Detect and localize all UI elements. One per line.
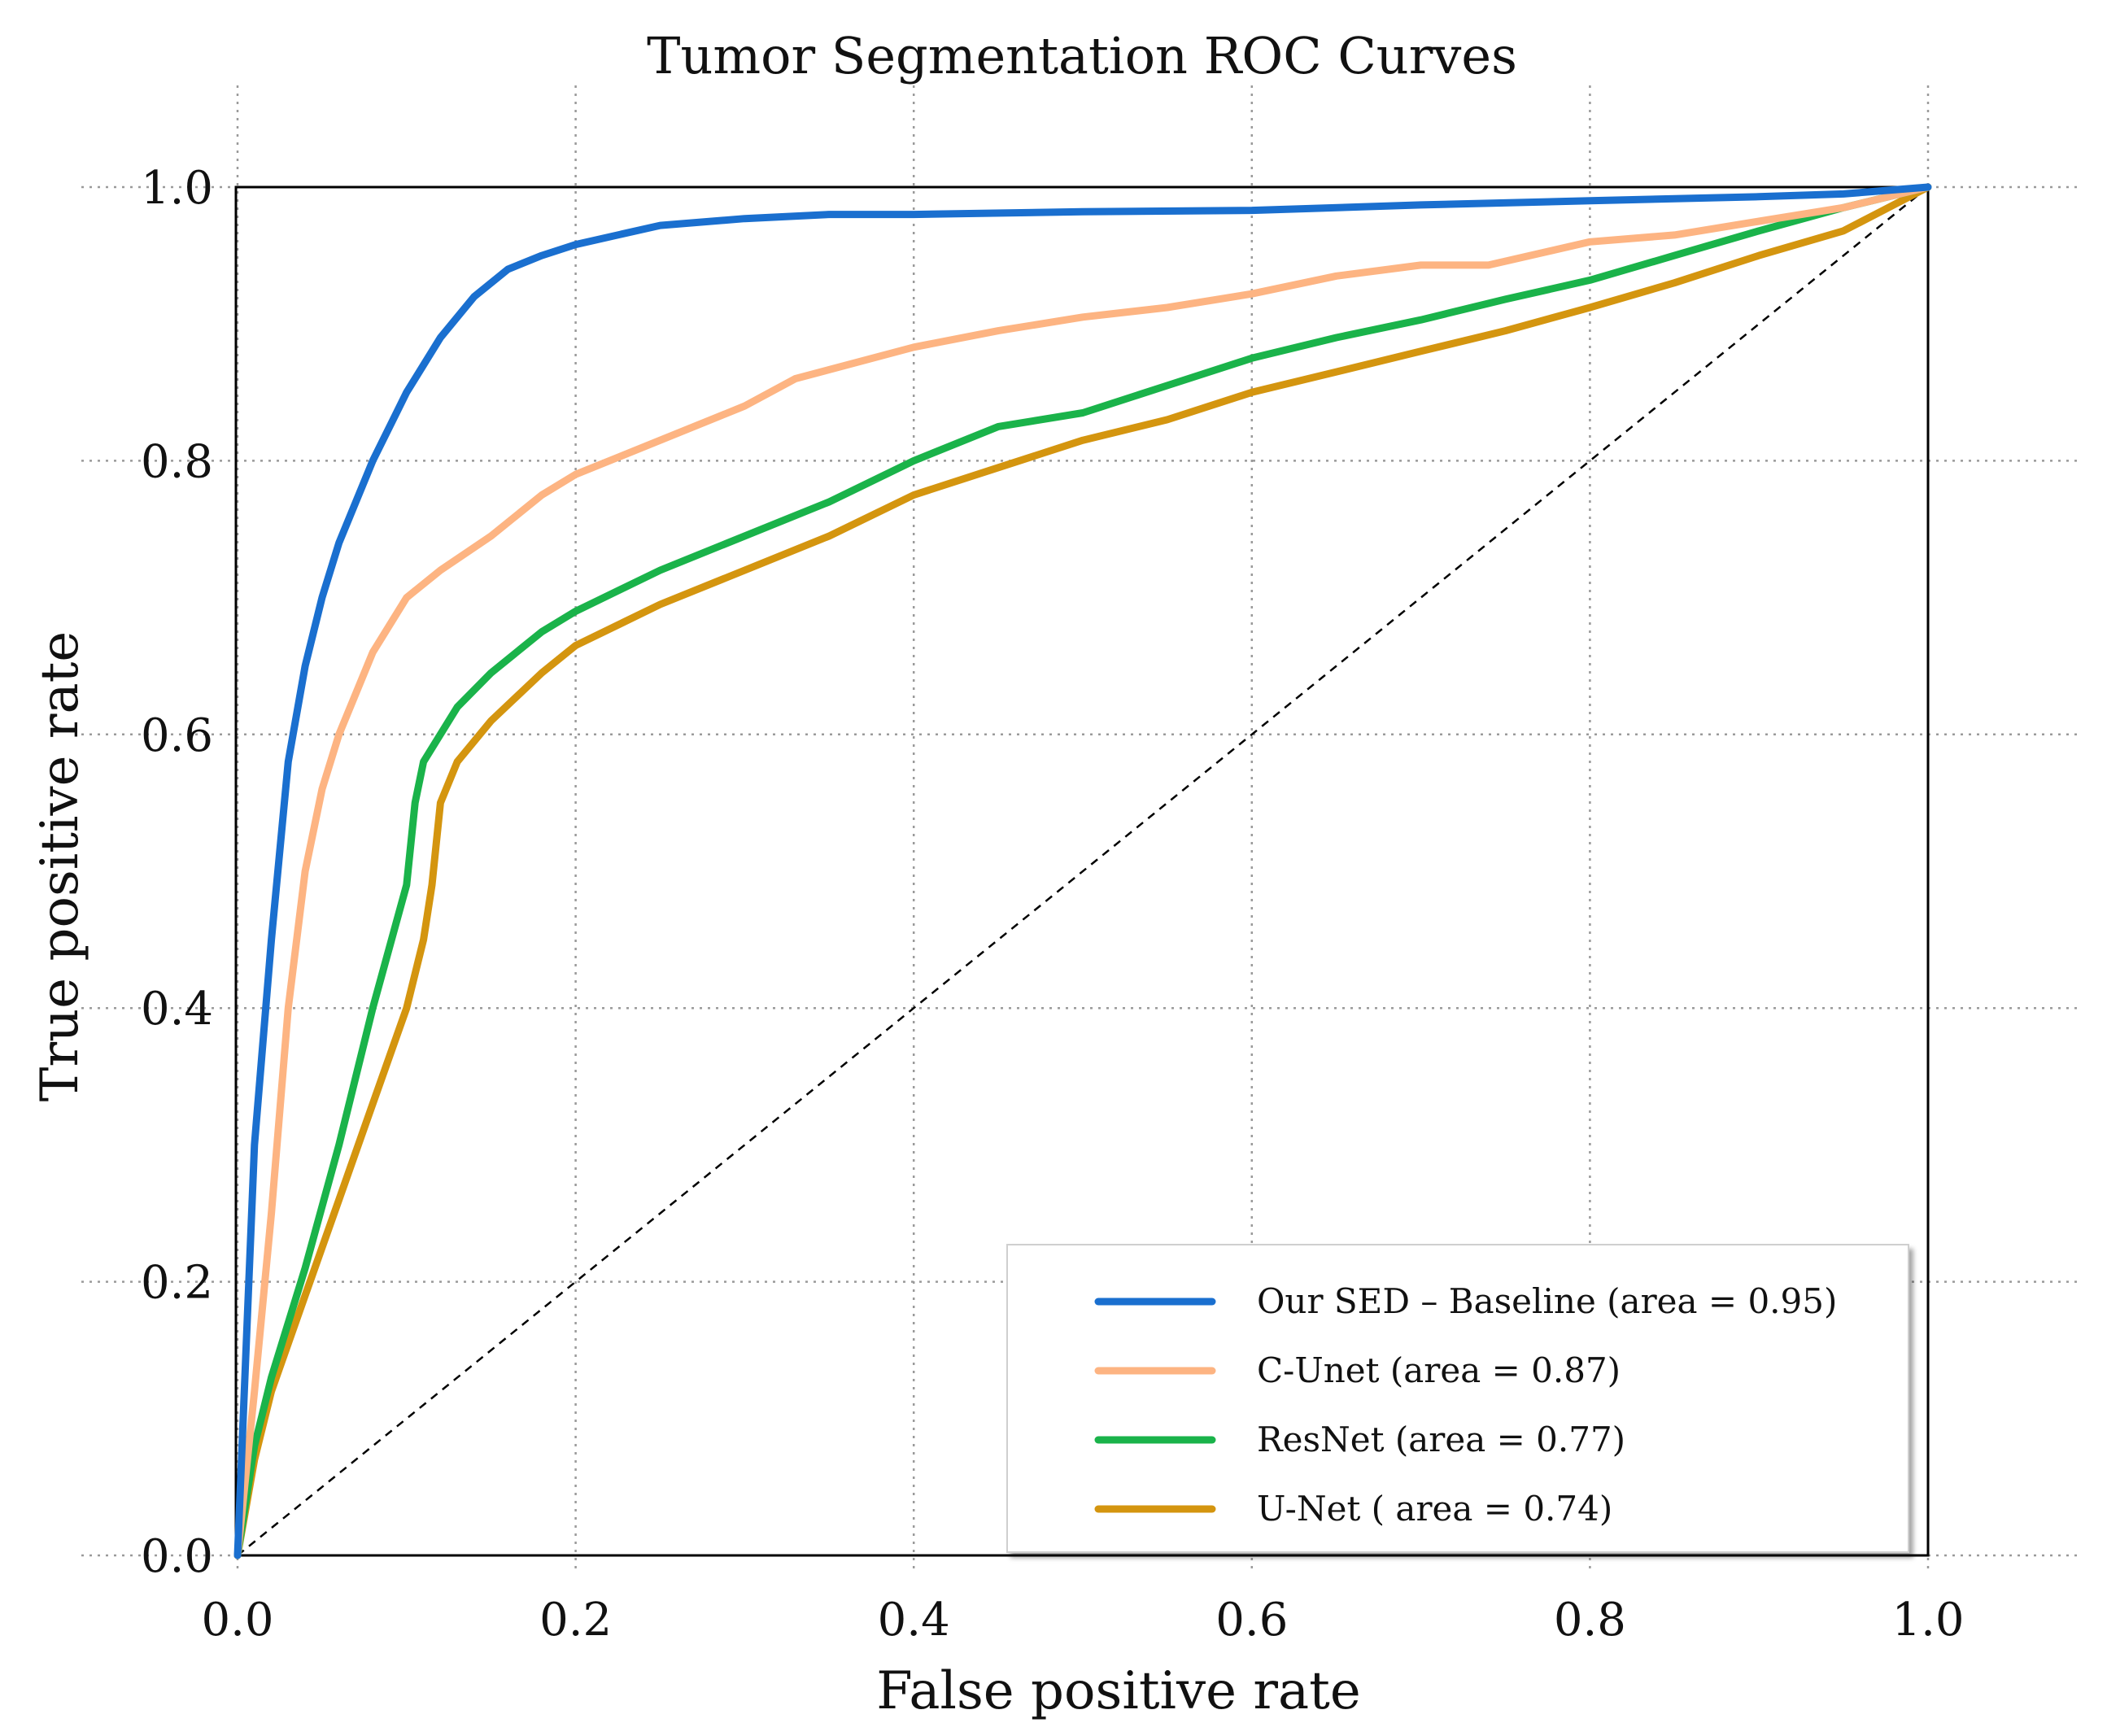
legend-label: U-Net ( area = 0.74) (1257, 1489, 1612, 1529)
x-tick-label: 0.4 (878, 1594, 950, 1647)
x-tick-label: 0.6 (1215, 1594, 1288, 1647)
legend-item: U-Net ( area = 0.74) (1094, 1489, 1612, 1529)
legend-box (1006, 1244, 1909, 1553)
y-axis-ticks: 0.0 0.2 0.4 0.6 0.8 1.0 (141, 162, 213, 1583)
series-line-2 (233, 183, 1932, 1559)
legend-item: C-Unet (area = 0.87) (1094, 1350, 1621, 1390)
y-tick-label: 0.2 (141, 1257, 213, 1310)
y-tick-label: 0.4 (141, 983, 213, 1036)
x-tick-label: 0.8 (1554, 1594, 1626, 1647)
y-tick-label: 0.8 (141, 435, 213, 488)
chance-reference-line (237, 186, 1929, 1556)
chart-title: Tumor Segmentation ROC Curves (647, 26, 1517, 85)
x-tick-label: 1.0 (1891, 1594, 1964, 1647)
x-axis-ticks: 0.0 0.2 0.4 0.6 0.8 1.0 (201, 1594, 1964, 1647)
plot-frame (234, 185, 1930, 1557)
x-tick-label: 0.2 (539, 1594, 612, 1647)
legend-item: ResNet (area = 0.77) (1094, 1420, 1625, 1459)
series-line-0 (233, 183, 1932, 1559)
series-line-1 (233, 183, 1932, 1559)
y-tick-label: 0.0 (141, 1530, 213, 1583)
y-tick-label: 1.0 (141, 162, 213, 215)
legend-label: ResNet (area = 0.77) (1257, 1420, 1625, 1459)
series-lines (233, 183, 1932, 1559)
legend-item: Our SED – Baseline (area = 0.95) (1094, 1281, 1837, 1321)
series-line-3 (233, 183, 1932, 1559)
legend-label: Our SED – Baseline (area = 0.95) (1257, 1281, 1837, 1321)
y-axis-title: True positive rate (30, 631, 90, 1101)
y-tick-label: 0.6 (141, 709, 213, 762)
x-tick-label: 0.0 (201, 1594, 273, 1647)
x-axis-title: False positive rate (876, 1661, 1360, 1721)
legend: Our SED – Baseline (area = 0.95) C-Unet (… (1006, 1244, 1909, 1553)
legend-label: C-Unet (area = 0.87) (1257, 1350, 1621, 1390)
